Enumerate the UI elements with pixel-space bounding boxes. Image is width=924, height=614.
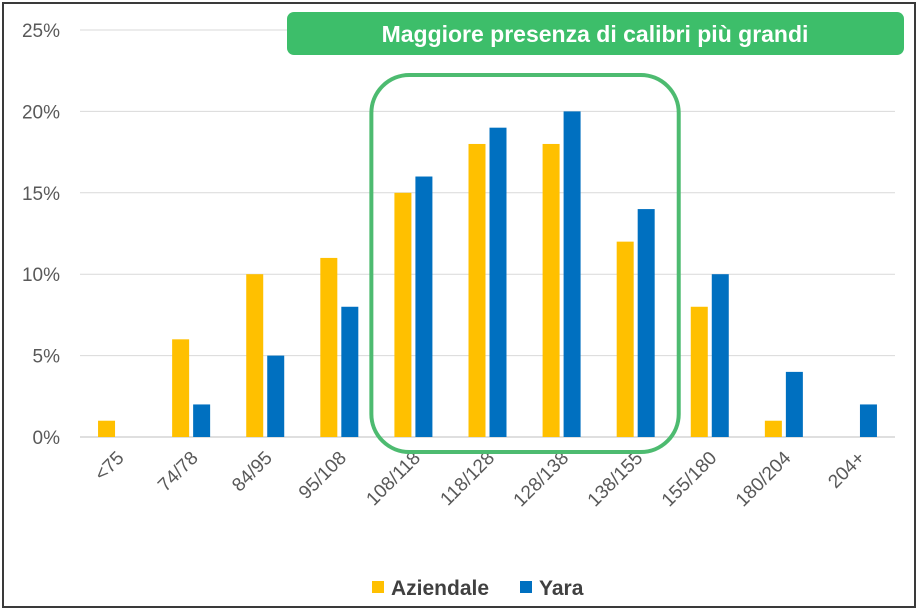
x-category-label: 118/128 <box>437 448 499 510</box>
x-category-label: 155/180 <box>658 448 721 511</box>
bar-yara-6 <box>563 111 581 438</box>
bar-aziendale-9 <box>764 420 782 437</box>
bar-yara-5 <box>489 127 507 438</box>
y-tick-label: 0% <box>33 428 61 449</box>
x-category-label: 95/108 <box>295 448 351 504</box>
bar-yara-10 <box>859 404 877 437</box>
x-category-label: <75 <box>91 448 129 486</box>
bar-yara-3 <box>341 306 359 437</box>
legend-label-yara: Yara <box>539 577 584 600</box>
gridlines <box>80 29 895 438</box>
legend-swatch-aziendale <box>372 581 384 593</box>
legend-swatch-yara <box>520 581 532 593</box>
x-category-label: 204+ <box>824 448 869 493</box>
bar-yara-9 <box>785 371 803 437</box>
bar-aziendale-2 <box>246 274 264 437</box>
legend: Aziendale Yara <box>372 577 584 600</box>
bar-yara-1 <box>193 404 211 437</box>
bar-aziendale-1 <box>172 339 190 437</box>
bar-aziendale-3 <box>320 257 338 437</box>
bar-aziendale-7 <box>616 241 634 437</box>
y-tick-label: 20% <box>22 102 60 123</box>
highlight-box <box>369 73 681 454</box>
bar-aziendale-4 <box>394 192 412 437</box>
x-category-label: 84/95 <box>228 448 276 496</box>
x-category-label: 128/138 <box>510 448 573 511</box>
x-category-label: 180/204 <box>732 447 796 511</box>
bar-aziendale-6 <box>542 143 560 437</box>
bar-yara-7 <box>637 209 655 437</box>
legend-label-aziendale: Aziendale <box>391 577 489 600</box>
x-category-label: 108/118 <box>363 448 425 510</box>
y-tick-label: 25% <box>22 21 60 42</box>
bar-yara-8 <box>711 274 729 437</box>
bar-yara-2 <box>267 355 285 437</box>
bar-aziendale-8 <box>690 306 708 437</box>
y-tick-label: 5% <box>33 347 61 368</box>
bar-yara-4 <box>415 176 433 437</box>
y-axis-ticks: 0% 5% 10% 15% 20% 25% <box>22 21 60 449</box>
x-category-label: 138/155 <box>584 448 647 511</box>
bar-aziendale-0 <box>98 420 116 437</box>
annotation-banner: Maggiore presenza di calibri più grandi <box>287 12 904 55</box>
x-category-label: 74/78 <box>154 448 202 496</box>
annotation-banner-background <box>287 12 904 55</box>
bars <box>98 111 877 438</box>
bar-aziendale-5 <box>468 143 486 437</box>
y-tick-label: 15% <box>22 184 60 205</box>
chart-frame <box>2 2 916 608</box>
x-axis-labels: <75 74/78 84/95 95/108 108/118 118/128 128/138… <box>91 447 870 511</box>
annotation-text: Maggiore presenza di calibri più grandi <box>382 21 809 47</box>
y-tick-label: 10% <box>22 265 60 286</box>
